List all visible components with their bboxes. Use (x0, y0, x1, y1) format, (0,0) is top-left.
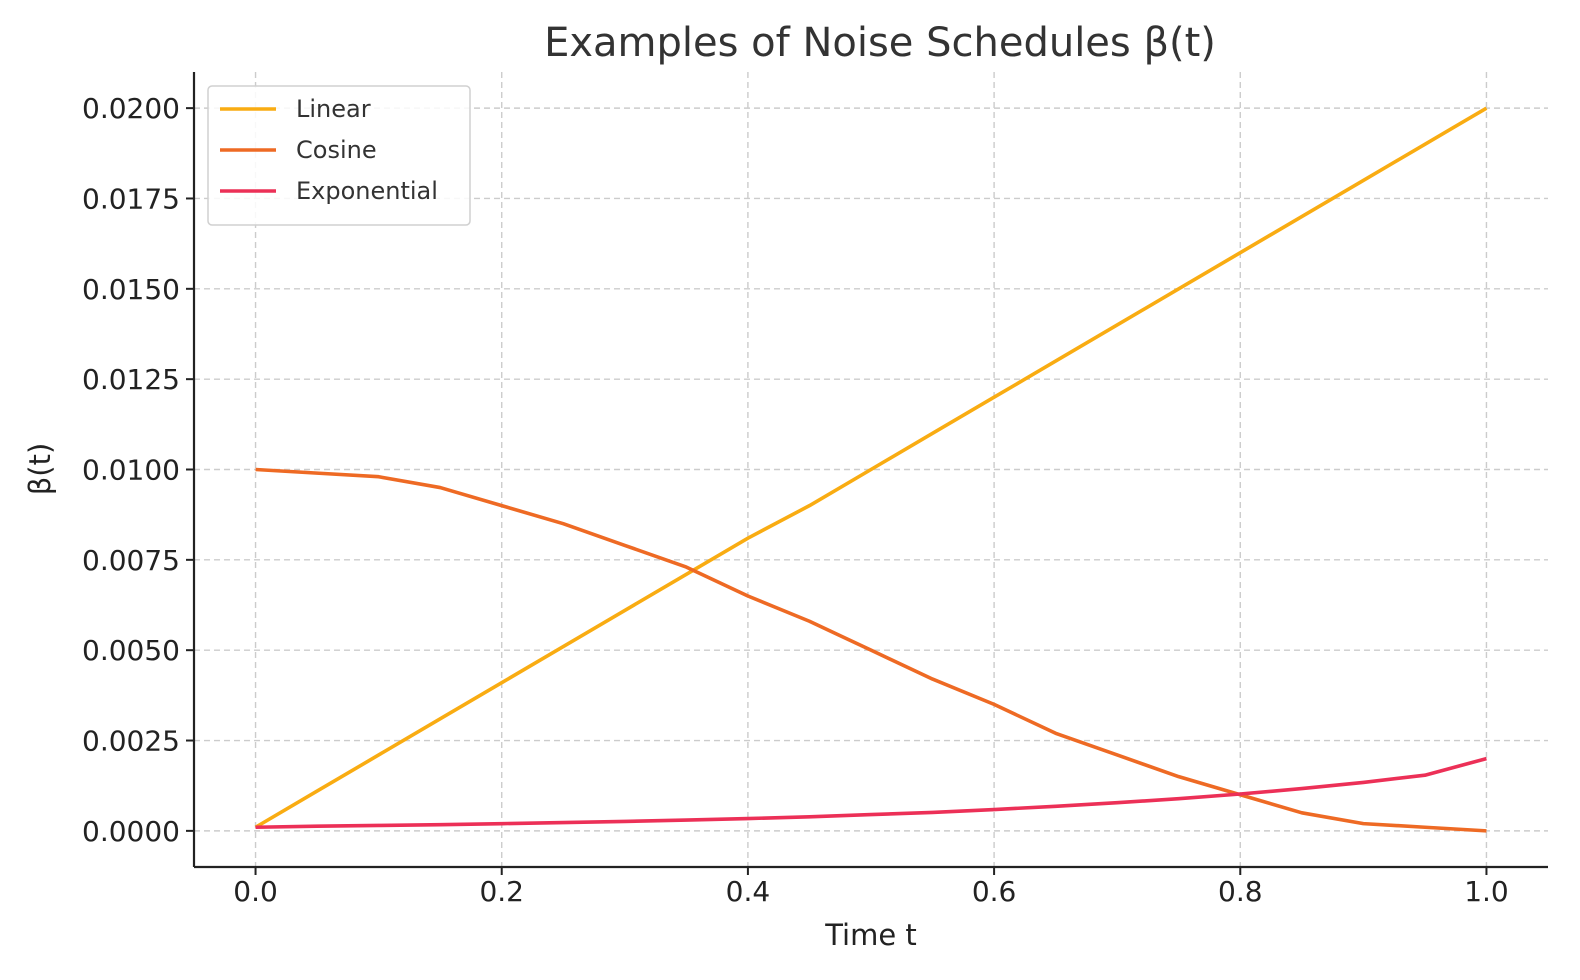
x-tick-label: 0.4 (726, 875, 771, 908)
legend-label-linear: Linear (296, 95, 371, 123)
y-tick-label: 0.0025 (82, 725, 180, 758)
y-tick-label: 0.0100 (82, 454, 180, 487)
chart-title: Examples of Noise Schedules β(t) (544, 20, 1216, 66)
series-line-cosine (255, 467, 1487, 833)
series-line-exponential (255, 756, 1487, 830)
series-lines (254, 106, 1488, 833)
y-tick-label: 0.0150 (82, 273, 180, 306)
y-tick-label: 0.0125 (82, 363, 180, 396)
x-axis-label: Time t (824, 918, 917, 952)
y-tick-label: 0.0075 (82, 544, 180, 577)
axes: 0.0 0.2 0.4 0.6 0.8 1.0 0.0000 0.0025 0.0050 0.00… (82, 72, 1548, 908)
series-line-linear (254, 106, 1488, 829)
y-tick-label: 0.0175 (82, 182, 180, 215)
x-tick-label: 0.8 (1218, 875, 1263, 908)
legend-label-exponential: Exponential (296, 177, 438, 205)
x-tick-label: 0.0 (233, 875, 278, 908)
legend: Linear Cosine Exponential (207, 85, 471, 226)
x-tick-label: 1.0 (1464, 875, 1509, 908)
y-tick-label: 0.0000 (82, 815, 180, 848)
x-tick-label: 0.6 (972, 875, 1017, 908)
y-axis-label: β(t) (23, 443, 57, 496)
legend-label-cosine: Cosine (296, 136, 377, 164)
y-tick-label: 0.0200 (82, 92, 180, 125)
x-tick-label: 0.2 (479, 875, 524, 908)
y-tick-label: 0.0050 (82, 634, 180, 667)
